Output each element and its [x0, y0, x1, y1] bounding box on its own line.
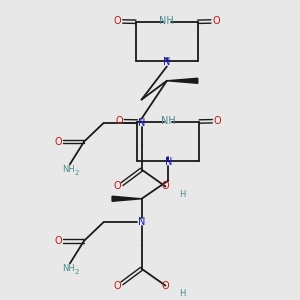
Text: 2: 2: [74, 169, 79, 175]
Text: O: O: [55, 137, 62, 147]
Text: N: N: [138, 118, 145, 128]
Text: O: O: [162, 182, 169, 191]
Text: O: O: [162, 280, 169, 291]
Text: N: N: [163, 57, 170, 67]
Text: O: O: [55, 236, 62, 246]
Text: NH: NH: [62, 264, 75, 273]
Text: O: O: [114, 280, 122, 291]
Text: N: N: [138, 217, 145, 227]
Text: H: H: [179, 289, 185, 298]
Text: 2: 2: [74, 269, 79, 275]
Polygon shape: [112, 196, 142, 201]
Text: O: O: [114, 16, 122, 26]
Text: N: N: [165, 157, 172, 167]
Text: O: O: [114, 182, 122, 191]
Text: O: O: [214, 116, 221, 126]
Text: O: O: [115, 116, 123, 126]
Text: H: H: [179, 190, 185, 199]
Text: NH: NH: [160, 16, 174, 26]
Text: NH: NH: [62, 165, 75, 174]
Polygon shape: [167, 78, 198, 83]
Text: NH: NH: [161, 116, 176, 126]
Text: O: O: [212, 16, 220, 26]
